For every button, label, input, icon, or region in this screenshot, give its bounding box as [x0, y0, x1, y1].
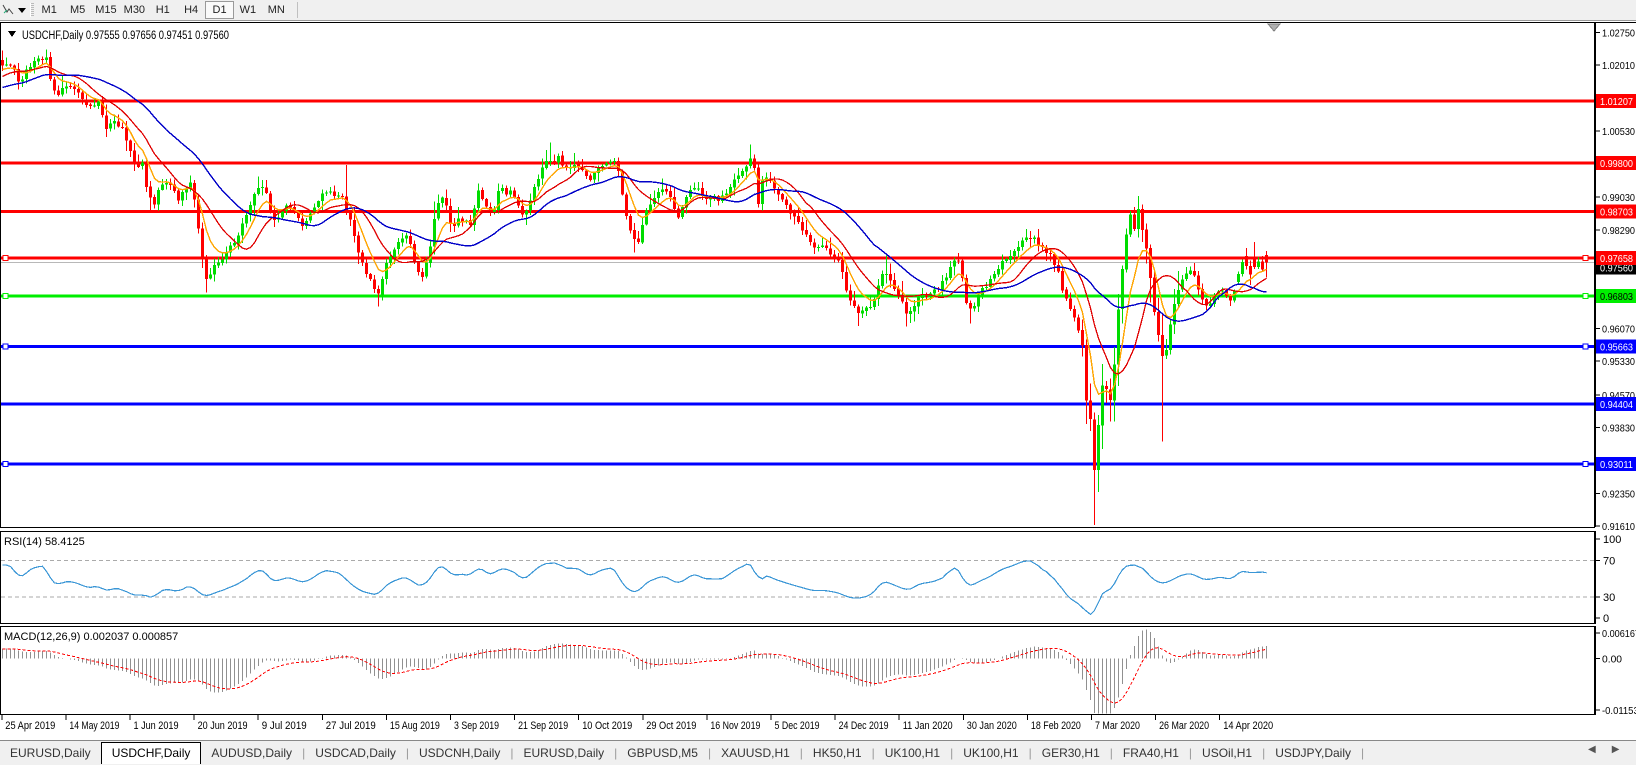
svg-text:0.97658: 0.97658 [1600, 253, 1633, 265]
svg-text:18 Feb 2020: 18 Feb 2020 [1031, 720, 1081, 732]
svg-text:0.95663: 0.95663 [1600, 342, 1633, 354]
svg-text:1.01207: 1.01207 [1600, 96, 1633, 108]
svg-text:0.98703: 0.98703 [1600, 207, 1633, 219]
svg-text:RSI(14) 58.4125: RSI(14) 58.4125 [4, 536, 85, 548]
svg-text:14 Apr 2020: 14 Apr 2020 [1223, 720, 1273, 732]
svg-text:100: 100 [1603, 534, 1621, 546]
svg-text:0.99800: 0.99800 [1600, 158, 1633, 170]
svg-text:MACD(12,26,9) 0.002037 0.00085: MACD(12,26,9) 0.002037 0.000857 [4, 631, 178, 643]
svg-text:25 Apr 2019: 25 Apr 2019 [5, 720, 55, 732]
svg-text:21 Sep 2019: 21 Sep 2019 [518, 720, 568, 732]
svg-text:0.94404: 0.94404 [1600, 399, 1633, 411]
svg-text:3 Sep 2019: 3 Sep 2019 [454, 720, 499, 732]
svg-text:USDCHF,Daily 0.97555 0.97656: USDCHF,Daily 0.97555 0.97656 0.97451 0.9… [22, 30, 229, 42]
svg-text:29 Oct 2019: 29 Oct 2019 [646, 720, 696, 732]
svg-text:1 Jun 2019: 1 Jun 2019 [134, 720, 179, 732]
svg-text:0.91610: 0.91610 [1602, 521, 1635, 533]
svg-text:11 Jan 2020: 11 Jan 2020 [903, 720, 953, 732]
svg-text:0.99030: 0.99030 [1602, 192, 1635, 204]
svg-text:1.02750: 1.02750 [1602, 27, 1635, 39]
svg-text:7 Mar 2020: 7 Mar 2020 [1095, 720, 1140, 732]
svg-text:0.97560: 0.97560 [1600, 262, 1633, 274]
svg-text:0.93011: 0.93011 [1600, 459, 1633, 471]
svg-text:26 Mar 2020: 26 Mar 2020 [1159, 720, 1209, 732]
svg-text:10 Oct 2019: 10 Oct 2019 [582, 720, 632, 732]
svg-text:0.92350: 0.92350 [1602, 488, 1635, 500]
svg-text:0.96803: 0.96803 [1600, 291, 1633, 303]
svg-text:24 Dec 2019: 24 Dec 2019 [839, 720, 889, 732]
svg-text:27 Jul 2019: 27 Jul 2019 [326, 720, 376, 732]
svg-text:0.00: 0.00 [1602, 654, 1622, 666]
svg-text:0.006167: 0.006167 [1602, 628, 1636, 640]
svg-text:5 Dec 2019: 5 Dec 2019 [775, 720, 820, 732]
svg-text:20 Jun 2019: 20 Jun 2019 [198, 720, 248, 732]
svg-text:15 Aug 2019: 15 Aug 2019 [390, 720, 440, 732]
svg-text:16 Nov 2019: 16 Nov 2019 [710, 720, 760, 732]
svg-text:1.00530: 1.00530 [1602, 126, 1635, 138]
svg-text:0.93830: 0.93830 [1602, 423, 1635, 435]
svg-text:0.95330: 0.95330 [1602, 356, 1635, 368]
svg-text:1.02010: 1.02010 [1602, 60, 1635, 72]
svg-text:9 Jul 2019: 9 Jul 2019 [262, 720, 307, 732]
svg-text:14 May 2019: 14 May 2019 [69, 720, 119, 732]
svg-text:70: 70 [1603, 555, 1615, 567]
svg-text:30: 30 [1603, 592, 1615, 604]
svg-text:0: 0 [1603, 613, 1609, 625]
svg-text:30 Jan 2020: 30 Jan 2020 [967, 720, 1017, 732]
svg-text:0.98290: 0.98290 [1602, 225, 1635, 237]
svg-text:-0.011531: -0.011531 [1602, 705, 1636, 717]
svg-text:0.96070: 0.96070 [1602, 323, 1635, 335]
